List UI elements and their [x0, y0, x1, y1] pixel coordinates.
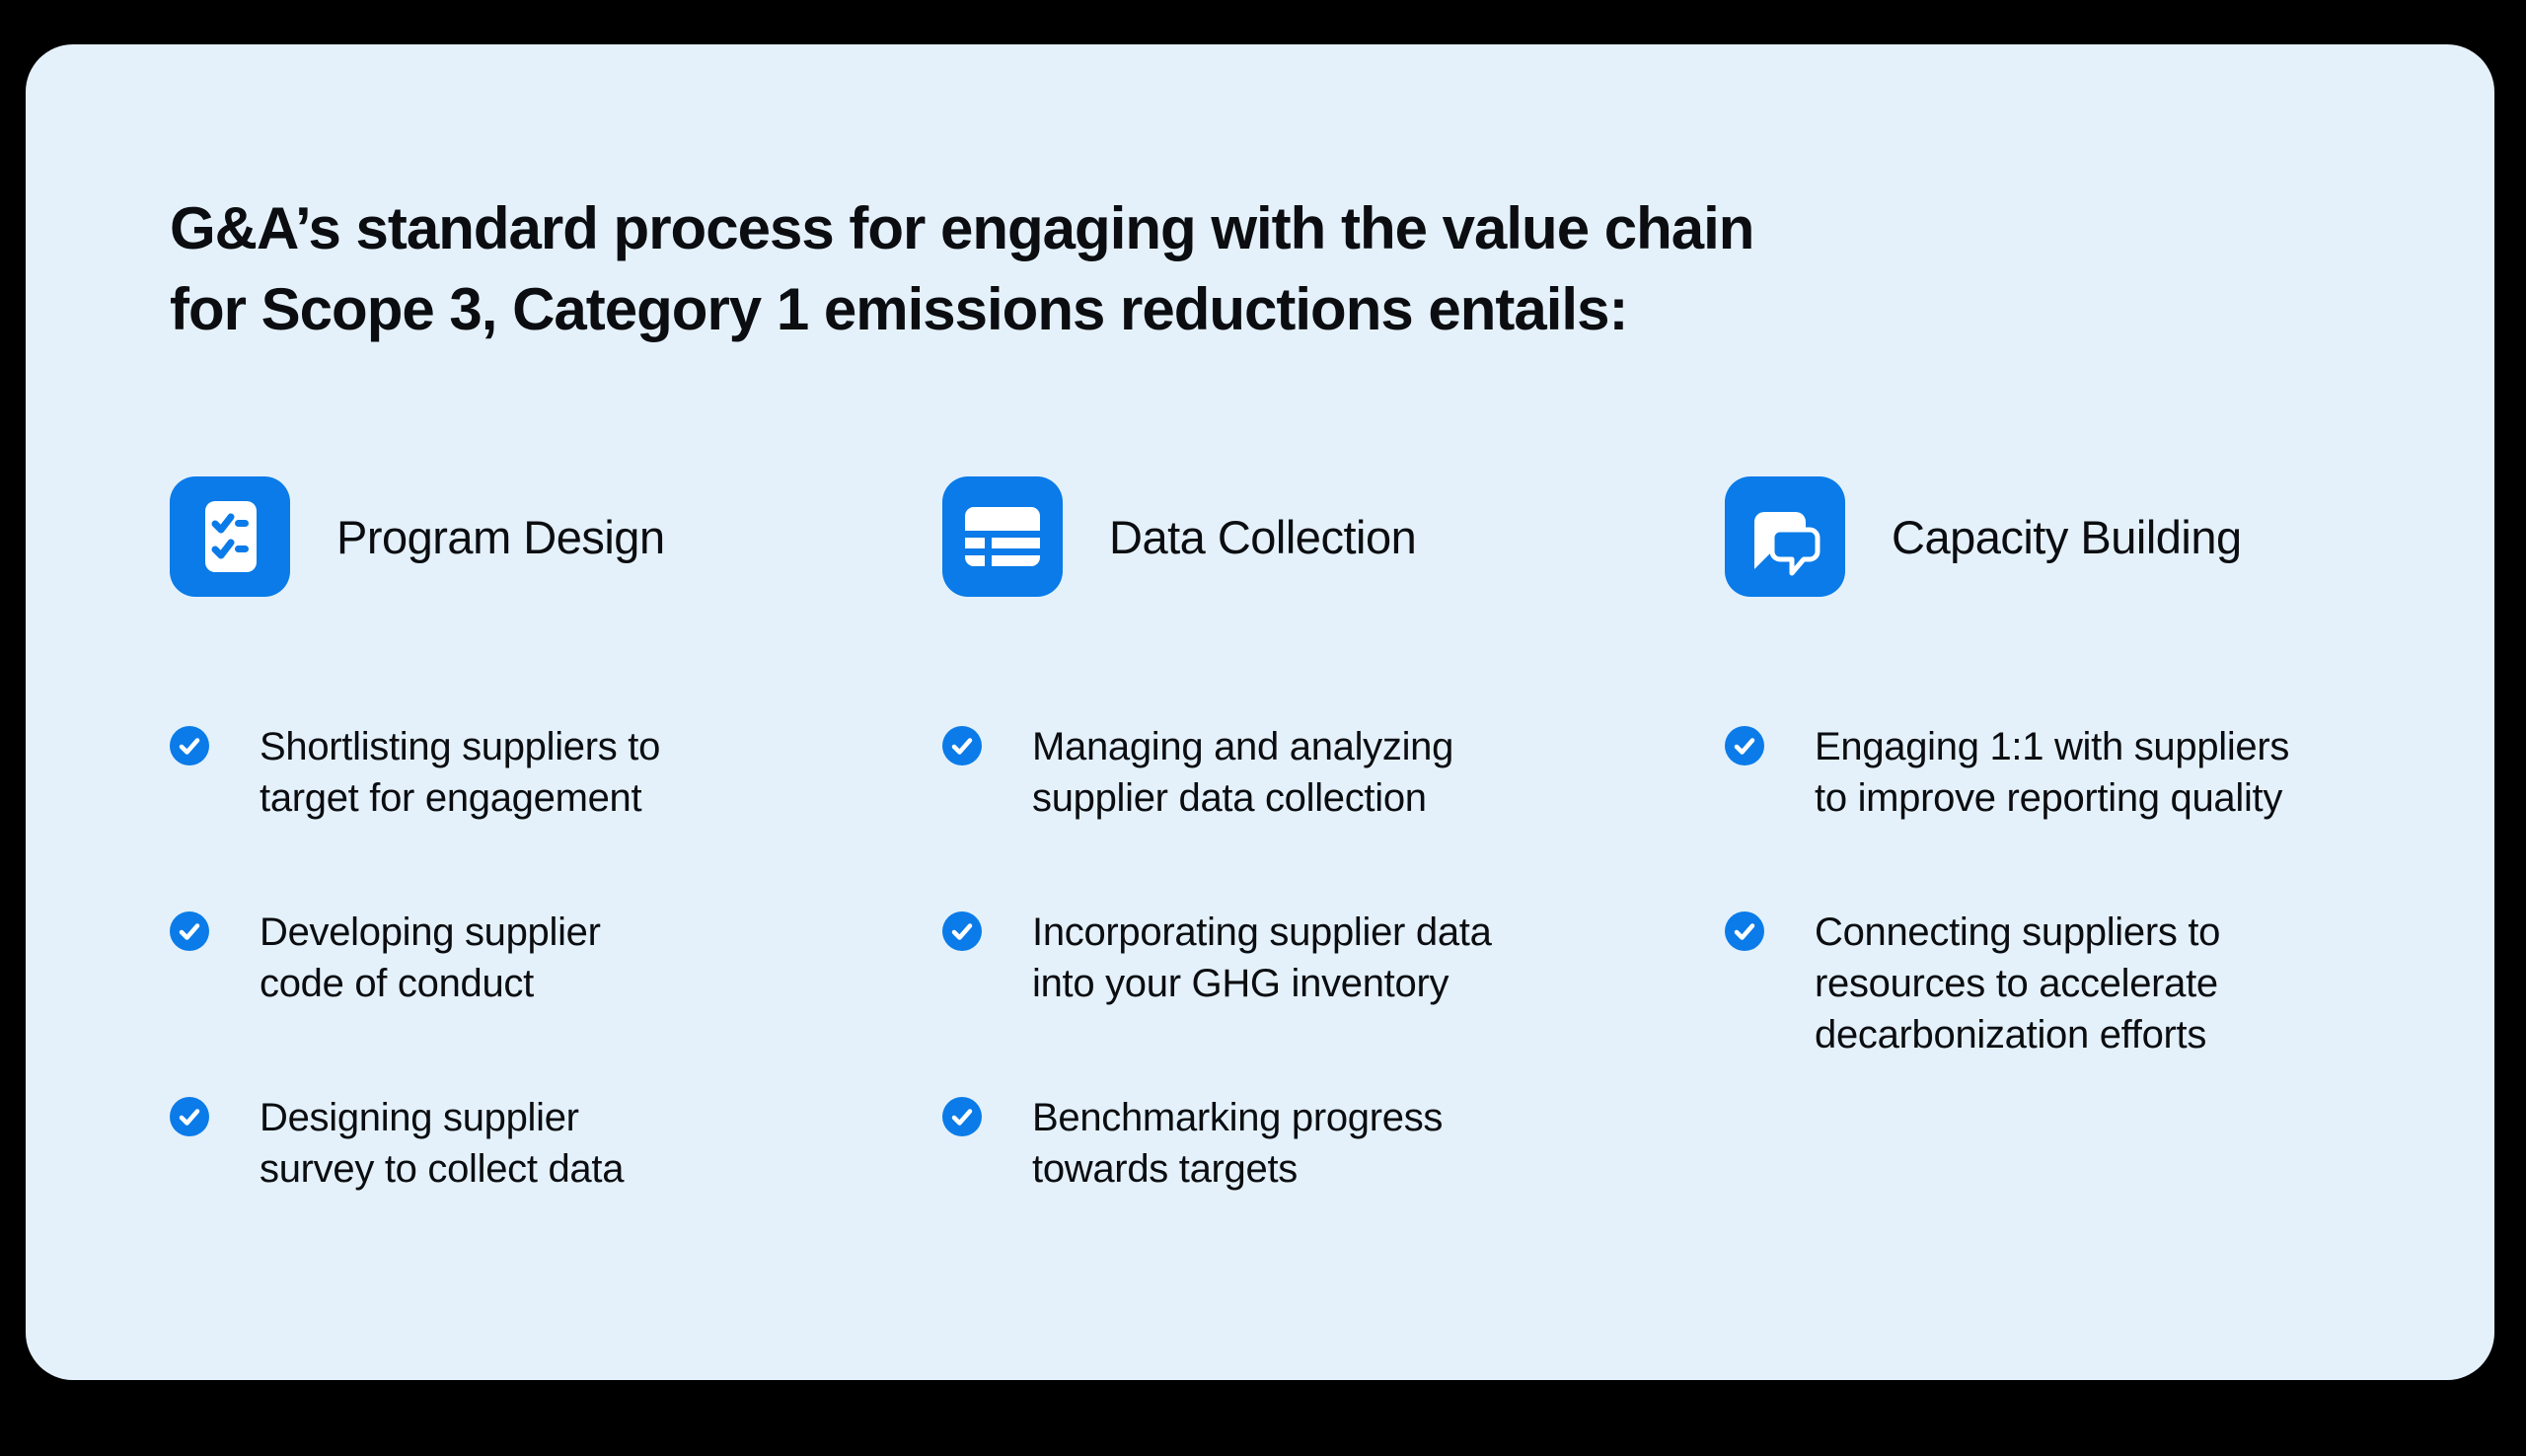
check-icon: [942, 911, 982, 951]
checklist: Managing and analyzing supplier data col…: [942, 721, 1725, 1195]
columns-grid: Program Design Shortlisting suppliers to…: [170, 476, 2376, 1277]
column-header: Capacity Building: [1725, 476, 2376, 597]
list-item: Connecting suppliers to resources to acc…: [1725, 907, 2376, 1060]
check-icon: [942, 1097, 982, 1136]
list-item: Developing supplier code of conduct: [170, 907, 942, 1009]
check-icon: [170, 911, 209, 951]
list-item-text: Connecting suppliers to resources to acc…: [1815, 910, 2221, 1056]
check-icon: [942, 726, 982, 765]
list-item-text: Shortlisting suppliers to target for eng…: [260, 725, 661, 820]
check-icon: [170, 726, 209, 765]
list-item: Engaging 1:1 with suppliers to improve r…: [1725, 721, 2376, 824]
page-title: G&A’s standard process for engaging with…: [170, 195, 1754, 342]
list-item: Incorporating supplier data into your GH…: [942, 907, 1725, 1009]
list-item-text: Engaging 1:1 with suppliers to improve r…: [1815, 725, 2290, 820]
column-header: Data Collection: [942, 476, 1725, 597]
check-icon: [170, 1097, 209, 1136]
list-item-text: Benchmarking progress towards targets: [1032, 1096, 1444, 1191]
list-item: Benchmarking progress towards targets: [942, 1092, 1725, 1195]
list-item-text: Incorporating supplier data into your GH…: [1032, 910, 1492, 1005]
column-capacity-building: Capacity Building Engaging 1:1 with supp…: [1725, 476, 2376, 1143]
list-item-text: Managing and analyzing supplier data col…: [1032, 725, 1454, 820]
column-header: Program Design: [170, 476, 942, 597]
checklist: Engaging 1:1 with suppliers to improve r…: [1725, 721, 2376, 1060]
column-title: Program Design: [336, 510, 665, 563]
column-data-collection: Data Collection Managing and analyzing s…: [942, 476, 1725, 1277]
list-item-text: Designing supplier survey to collect dat…: [260, 1096, 625, 1191]
check-icon: [1725, 911, 1764, 951]
checklist-icon: [170, 476, 290, 597]
column-title: Capacity Building: [1892, 510, 2242, 563]
list-item-text: Developing supplier code of conduct: [260, 910, 601, 1005]
checklist: Shortlisting suppliers to target for eng…: [170, 721, 942, 1195]
column-title: Data Collection: [1109, 510, 1417, 563]
data-table-icon: [942, 476, 1063, 597]
list-item: Managing and analyzing supplier data col…: [942, 721, 1725, 824]
chat-bubbles-icon: [1725, 476, 1845, 597]
list-item: Designing supplier survey to collect dat…: [170, 1092, 942, 1195]
infographic-card: G&A’s standard process for engaging with…: [26, 44, 2494, 1380]
column-program-design: Program Design Shortlisting suppliers to…: [170, 476, 942, 1277]
list-item: Shortlisting suppliers to target for eng…: [170, 721, 942, 824]
check-icon: [1725, 726, 1764, 765]
